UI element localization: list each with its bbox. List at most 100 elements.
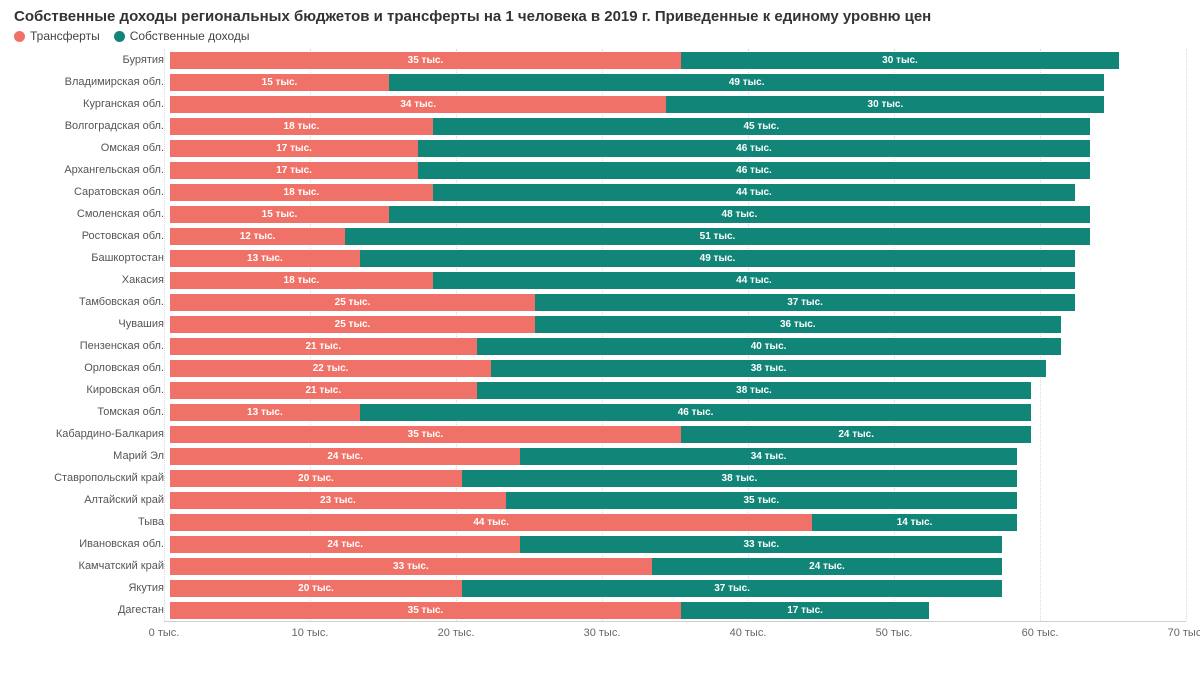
x-axis-tick-label: 20 тыс. bbox=[438, 627, 475, 639]
bar-transfers[interactable]: 20 тыс. bbox=[170, 470, 462, 487]
table-row: Чувашия25 тыс.36 тыс. bbox=[14, 313, 1186, 335]
bar-own-income[interactable]: 38 тыс. bbox=[462, 470, 1017, 487]
bar-group: 18 тыс.45 тыс. bbox=[170, 115, 1186, 137]
bar-own-income[interactable]: 45 тыс. bbox=[433, 118, 1090, 135]
bar-transfers[interactable]: 18 тыс. bbox=[170, 184, 433, 201]
bar-transfers[interactable]: 24 тыс. bbox=[170, 448, 520, 465]
bar-own-income[interactable]: 46 тыс. bbox=[360, 404, 1032, 421]
table-row: Ставропольский край20 тыс.38 тыс. bbox=[14, 467, 1186, 489]
x-axis-tick-label: 40 тыс. bbox=[730, 627, 767, 639]
bar-transfers[interactable]: 18 тыс. bbox=[170, 118, 433, 135]
bar-group: 34 тыс.30 тыс. bbox=[170, 93, 1186, 115]
legend-item-transfers[interactable]: Трансферты bbox=[14, 29, 100, 43]
bar-transfers[interactable]: 17 тыс. bbox=[170, 140, 418, 157]
bar-transfers[interactable]: 21 тыс. bbox=[170, 382, 477, 399]
bar-transfers[interactable]: 35 тыс. bbox=[170, 52, 681, 69]
bar-group: 20 тыс.38 тыс. bbox=[170, 467, 1186, 489]
bar-own-income[interactable]: 36 тыс. bbox=[535, 316, 1061, 333]
y-axis-label: Пензенская обл. bbox=[14, 340, 170, 352]
bar-transfers[interactable]: 15 тыс. bbox=[170, 206, 389, 223]
bar-own-income[interactable]: 14 тыс. bbox=[812, 514, 1016, 531]
y-axis-label: Саратовская обл. bbox=[14, 186, 170, 198]
bar-group: 13 тыс.49 тыс. bbox=[170, 247, 1186, 269]
bar-own-income[interactable]: 30 тыс. bbox=[666, 96, 1104, 113]
bar-own-income[interactable]: 30 тыс. bbox=[681, 52, 1119, 69]
table-row: Бурятия35 тыс.30 тыс. bbox=[14, 49, 1186, 71]
table-row: Ростовская обл.12 тыс.51 тыс. bbox=[14, 225, 1186, 247]
bar-own-income[interactable]: 24 тыс. bbox=[681, 426, 1031, 443]
legend-item-own[interactable]: Собственные доходы bbox=[114, 29, 250, 43]
bar-group: 24 тыс.34 тыс. bbox=[170, 445, 1186, 467]
legend-label-transfers: Трансферты bbox=[30, 29, 100, 43]
bar-own-income[interactable]: 37 тыс. bbox=[535, 294, 1075, 311]
bar-transfers[interactable]: 35 тыс. bbox=[170, 426, 681, 443]
bar-transfers[interactable]: 17 тыс. bbox=[170, 162, 418, 179]
gridline bbox=[1186, 49, 1187, 621]
table-row: Архангельская обл.17 тыс.46 тыс. bbox=[14, 159, 1186, 181]
y-axis-label: Тамбовская обл. bbox=[14, 296, 170, 308]
table-row: Курганская обл.34 тыс.30 тыс. bbox=[14, 93, 1186, 115]
y-axis-label: Ставропольский край bbox=[14, 472, 170, 484]
x-axis-tick-label: 50 тыс. bbox=[876, 627, 913, 639]
legend-swatch-own bbox=[114, 31, 125, 42]
bar-group: 12 тыс.51 тыс. bbox=[170, 225, 1186, 247]
bar-transfers[interactable]: 34 тыс. bbox=[170, 96, 666, 113]
bar-transfers[interactable]: 35 тыс. bbox=[170, 602, 681, 619]
table-row: Хакасия18 тыс.44 тыс. bbox=[14, 269, 1186, 291]
bar-own-income[interactable]: 49 тыс. bbox=[360, 250, 1075, 267]
bar-transfers[interactable]: 15 тыс. bbox=[170, 74, 389, 91]
bar-group: 21 тыс.38 тыс. bbox=[170, 379, 1186, 401]
table-row: Камчатский край33 тыс.24 тыс. bbox=[14, 555, 1186, 577]
y-axis-label: Смоленская обл. bbox=[14, 208, 170, 220]
bar-transfers[interactable]: 24 тыс. bbox=[170, 536, 520, 553]
bar-own-income[interactable]: 35 тыс. bbox=[506, 492, 1017, 509]
bar-transfers[interactable]: 44 тыс. bbox=[170, 514, 812, 531]
y-axis-label: Владимирская обл. bbox=[14, 76, 170, 88]
bar-own-income[interactable]: 37 тыс. bbox=[462, 580, 1002, 597]
table-row: Башкортостан13 тыс.49 тыс. bbox=[14, 247, 1186, 269]
legend-swatch-transfers bbox=[14, 31, 25, 42]
y-axis-label: Хакасия bbox=[14, 274, 170, 286]
bar-rows: Бурятия35 тыс.30 тыс.Владимирская обл.15… bbox=[14, 49, 1186, 621]
bar-transfers[interactable]: 25 тыс. bbox=[170, 316, 535, 333]
bar-transfers[interactable]: 20 тыс. bbox=[170, 580, 462, 597]
x-axis-line bbox=[164, 621, 1186, 622]
bar-transfers[interactable]: 21 тыс. bbox=[170, 338, 477, 355]
table-row: Ивановская обл.24 тыс.33 тыс. bbox=[14, 533, 1186, 555]
bar-own-income[interactable]: 51 тыс. bbox=[345, 228, 1090, 245]
bar-transfers[interactable]: 22 тыс. bbox=[170, 360, 491, 377]
x-axis-tick-label: 70 тыс. bbox=[1168, 627, 1200, 639]
bar-transfers[interactable]: 12 тыс. bbox=[170, 228, 345, 245]
bar-own-income[interactable]: 46 тыс. bbox=[418, 140, 1090, 157]
bar-own-income[interactable]: 46 тыс. bbox=[418, 162, 1090, 179]
table-row: Тамбовская обл.25 тыс.37 тыс. bbox=[14, 291, 1186, 313]
bar-group: 24 тыс.33 тыс. bbox=[170, 533, 1186, 555]
bar-group: 15 тыс.48 тыс. bbox=[170, 203, 1186, 225]
bar-group: 17 тыс.46 тыс. bbox=[170, 137, 1186, 159]
bar-transfers[interactable]: 13 тыс. bbox=[170, 404, 360, 421]
bar-own-income[interactable]: 44 тыс. bbox=[433, 272, 1075, 289]
bar-group: 25 тыс.37 тыс. bbox=[170, 291, 1186, 313]
plot-area: Бурятия35 тыс.30 тыс.Владимирская обл.15… bbox=[14, 49, 1186, 649]
bar-own-income[interactable]: 33 тыс. bbox=[520, 536, 1002, 553]
bar-own-income[interactable]: 40 тыс. bbox=[477, 338, 1061, 355]
table-row: Якутия20 тыс.37 тыс. bbox=[14, 577, 1186, 599]
table-row: Пензенская обл.21 тыс.40 тыс. bbox=[14, 335, 1186, 357]
bar-transfers[interactable]: 13 тыс. bbox=[170, 250, 360, 267]
bar-own-income[interactable]: 17 тыс. bbox=[681, 602, 929, 619]
y-axis-label: Чувашия bbox=[14, 318, 170, 330]
bar-own-income[interactable]: 34 тыс. bbox=[520, 448, 1016, 465]
y-axis-label: Волгоградская обл. bbox=[14, 120, 170, 132]
bar-transfers[interactable]: 33 тыс. bbox=[170, 558, 652, 575]
bar-own-income[interactable]: 38 тыс. bbox=[491, 360, 1046, 377]
bar-own-income[interactable]: 49 тыс. bbox=[389, 74, 1104, 91]
table-row: Дагестан35 тыс.17 тыс. bbox=[14, 599, 1186, 621]
bar-own-income[interactable]: 44 тыс. bbox=[433, 184, 1075, 201]
bar-own-income[interactable]: 38 тыс. bbox=[477, 382, 1032, 399]
bar-transfers[interactable]: 18 тыс. bbox=[170, 272, 433, 289]
bar-transfers[interactable]: 25 тыс. bbox=[170, 294, 535, 311]
bar-own-income[interactable]: 24 тыс. bbox=[652, 558, 1002, 575]
table-row: Волгоградская обл.18 тыс.45 тыс. bbox=[14, 115, 1186, 137]
bar-transfers[interactable]: 23 тыс. bbox=[170, 492, 506, 509]
bar-own-income[interactable]: 48 тыс. bbox=[389, 206, 1090, 223]
